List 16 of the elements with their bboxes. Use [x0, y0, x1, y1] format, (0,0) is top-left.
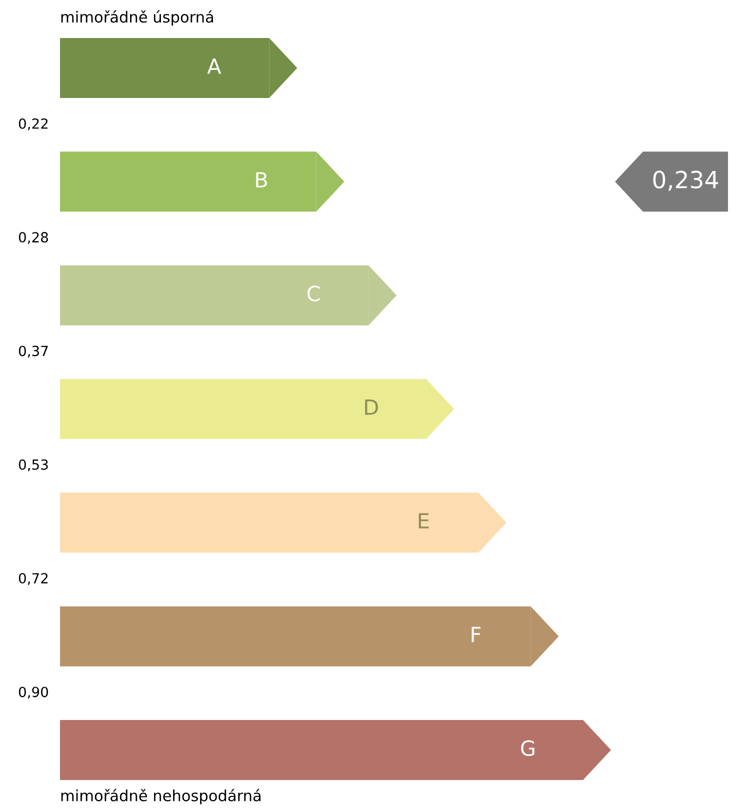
y-tick-label: F	[472, 626, 480, 642]
annotation: mimořádně nehospodárná	[61, 788, 260, 804]
text: 0,53	[18, 459, 48, 472]
y-tick-label: A	[207, 58, 222, 74]
text: 0,37	[18, 346, 48, 358]
text: 0,22	[18, 118, 48, 130]
y-tick-label: C	[307, 286, 320, 302]
y-tick-label: E	[418, 513, 429, 528]
y-tick-label: B	[256, 172, 267, 188]
y-tick-label: G	[521, 740, 534, 756]
text: 0,28	[18, 232, 48, 244]
annotation: mimořádně úsporná	[61, 10, 213, 26]
text: 0,234	[653, 170, 718, 191]
text: 0,90	[18, 686, 48, 699]
text: 0,72	[18, 573, 48, 585]
y-tick-label: D	[365, 400, 378, 415]
